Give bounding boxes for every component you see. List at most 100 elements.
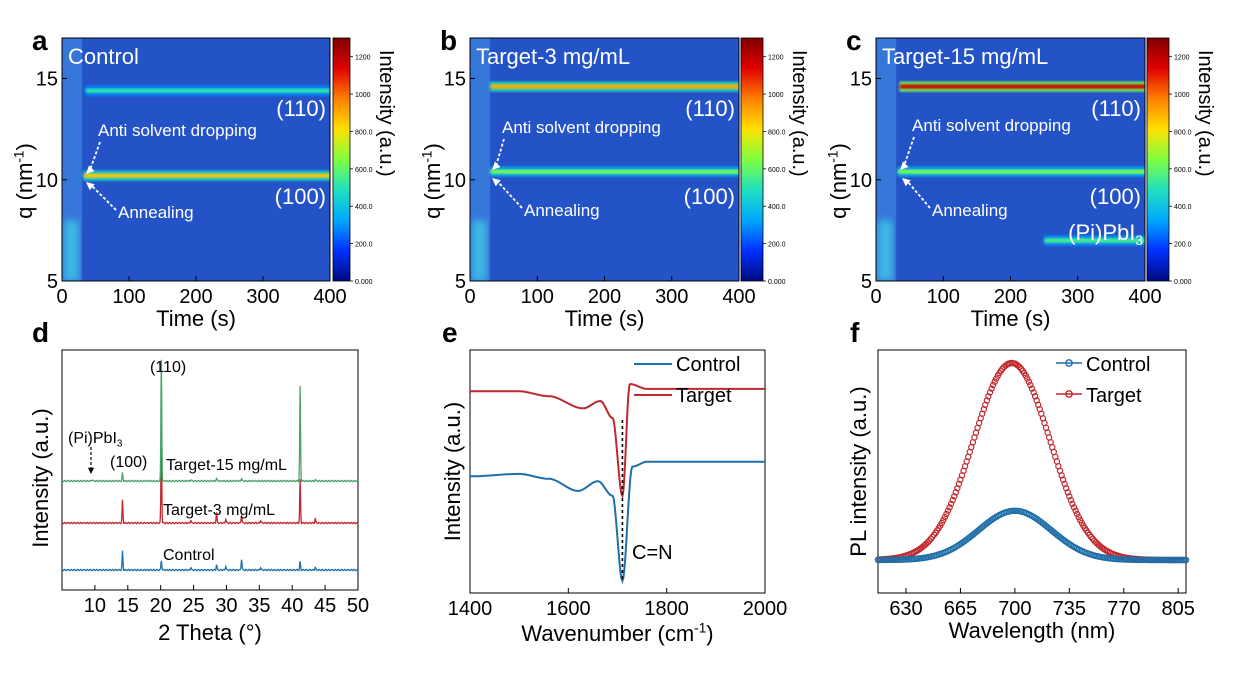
panel-title: Control	[68, 44, 139, 69]
heatmap-background	[62, 38, 330, 281]
pl-point-target	[944, 507, 952, 514]
colorbar-tick-label: 600.0	[768, 167, 786, 174]
x-tick-label: 45	[314, 595, 336, 617]
pl-point-target	[926, 537, 933, 544]
arrowhead-anti-solvent	[86, 165, 95, 174]
y-axis-label: Intensity (a.u.)	[440, 402, 465, 541]
legend-label-target: Target	[676, 385, 732, 407]
colorbar-label: Intensity (a.u.)	[788, 50, 810, 177]
x-tick-label: 200	[588, 286, 621, 308]
colorbar-tick-label: 1000	[355, 92, 371, 99]
x-tick-label: 100	[112, 286, 145, 308]
y-tick-label: 5	[861, 271, 872, 293]
pl-point-target	[1064, 489, 1072, 496]
x-axis-label: Time (s)	[156, 306, 236, 331]
heatmap-background	[470, 38, 739, 281]
y-axis-label: q (nm-1)	[420, 143, 445, 219]
x-tick-label: 300	[1061, 286, 1094, 308]
x-tick-label: 15	[117, 595, 139, 617]
x-tick-label: 735	[1053, 598, 1086, 620]
colorbar-tick-label: 200.0	[355, 242, 373, 249]
x-tick-label: 0	[870, 286, 881, 308]
x-tick-label: 20	[150, 595, 172, 617]
peak-label-pipbi3: (Pi)PbI3	[68, 430, 123, 450]
x-tick-label: 400	[722, 286, 755, 308]
x-tick-label: 30	[215, 595, 237, 617]
annotation-cn: C=N	[632, 542, 673, 564]
arrowhead-pipbi3	[87, 467, 95, 474]
pl-point-target	[924, 539, 932, 546]
y-axis-label: PL intensity (a.u.)	[846, 386, 871, 556]
x-tick-label: 100	[927, 286, 960, 308]
y-tick-label: 15	[850, 69, 872, 91]
band-110	[899, 84, 1145, 89]
colorbar-tick-label: 800.0	[1174, 129, 1192, 136]
x-tick-label: 400	[313, 286, 346, 308]
x-tick-label: 25	[182, 595, 204, 617]
arrowhead-annealing	[902, 178, 911, 187]
heatmap-area	[62, 38, 330, 281]
x-tick-label: 1600	[546, 598, 591, 620]
pl-point-target	[1072, 507, 1079, 514]
x-axis-label: Wavenumber (cm-1)	[521, 621, 713, 646]
y-axis-label: q (nm-1)	[12, 143, 37, 219]
x-axis-label: Wavelength (nm)	[949, 618, 1116, 643]
x-tick-label: 0	[464, 286, 475, 308]
peak-label-100: (100)	[1090, 184, 1141, 209]
panel-f-pl-chart: Control Target 630 665 700 735 770 805 Wavelengt…	[846, 317, 1195, 643]
peak-label-pipbi3: (Pi)PbI3	[1068, 220, 1143, 248]
early-hotspot	[878, 220, 893, 281]
pl-point-target	[999, 365, 1006, 372]
x-axis-label: 2 Theta (°)	[158, 620, 262, 645]
colorbar-tick-label: 600.0	[1174, 167, 1192, 174]
plot-frame	[61, 349, 359, 591]
plot-frame	[877, 349, 1187, 594]
y-tick-label: 15	[444, 69, 466, 91]
x-tick-label: 300	[655, 286, 688, 308]
pl-point-target	[947, 500, 955, 507]
annotation-anti-solvent: Anti solvent dropping	[502, 118, 661, 137]
peak-label-110: (110)	[150, 359, 186, 376]
panel-letter: c	[846, 25, 862, 56]
pl-point-target	[1028, 385, 1036, 392]
legend-label-target: Target	[1086, 385, 1142, 407]
x-axis-label: Time (s)	[971, 306, 1051, 331]
legend-marker-control	[1065, 359, 1073, 367]
series-label-control: Control	[163, 547, 215, 564]
series-label-target-3: Target-3 mg/mL	[163, 502, 275, 519]
pl-point-target	[1070, 504, 1078, 511]
xrd-line-0	[61, 550, 359, 572]
pl-point-target	[949, 496, 956, 504]
y-tick-label: 10	[36, 170, 58, 192]
annotation-anti-solvent: Anti solvent dropping	[912, 116, 1071, 135]
x-tick-label: 770	[1107, 598, 1140, 620]
pl-point-target	[1073, 510, 1081, 518]
xrd-line-2	[61, 359, 359, 483]
pl-point-target	[946, 504, 953, 511]
pl-point-target	[985, 393, 992, 400]
colorbar-tick-label: 400.0	[768, 204, 786, 211]
legend-label-control: Control	[676, 354, 740, 376]
y-axis-label: Intensity (a.u.)	[28, 408, 53, 547]
y-tick-label: 15	[36, 69, 58, 91]
panel-e-ftir-chart: C=N Control Target 1400 1600 1800 2000 Wavenumb…	[440, 317, 787, 646]
peak-label-100: (100)	[275, 184, 326, 209]
x-tick-label: 100	[521, 286, 554, 308]
x-tick-label: 300	[246, 286, 279, 308]
arrowhead-annealing	[492, 178, 501, 187]
early-hotspot	[64, 220, 79, 281]
colorbar-tick-label: 0.000	[355, 279, 373, 286]
pl-point-target	[989, 381, 997, 389]
pl-point-target	[991, 378, 998, 385]
band-100	[490, 169, 739, 174]
colorbar-label: Intensity (a.u.)	[375, 50, 397, 177]
panel-d-xrd-chart: Control Target-3 mg/mL Target-15 mg/mL (110…	[28, 317, 369, 645]
colorbar-tick-label: 1000	[768, 92, 784, 99]
panel-letter: d	[32, 317, 49, 348]
x-axis-label: Time (s)	[565, 306, 645, 331]
pl-point-target	[943, 510, 950, 518]
colorbar-tick-label: 1000	[1174, 92, 1190, 99]
